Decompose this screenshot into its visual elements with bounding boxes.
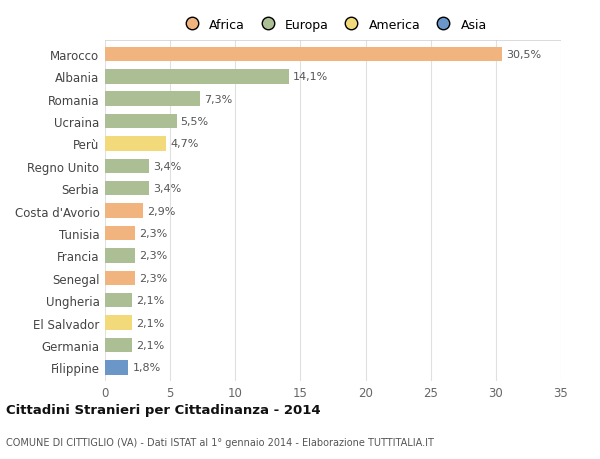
Text: 2,1%: 2,1% [136, 296, 164, 306]
Text: 2,3%: 2,3% [139, 229, 167, 239]
Text: 2,1%: 2,1% [136, 340, 164, 350]
Text: COMUNE DI CITTIGLIO (VA) - Dati ISTAT al 1° gennaio 2014 - Elaborazione TUTTITAL: COMUNE DI CITTIGLIO (VA) - Dati ISTAT al… [6, 437, 434, 447]
Bar [105, 360, 128, 375]
Text: 1,8%: 1,8% [133, 363, 161, 373]
Bar [105, 92, 200, 106]
Text: Cittadini Stranieri per Cittadinanza - 2014: Cittadini Stranieri per Cittadinanza - 2… [6, 403, 320, 416]
Bar [105, 70, 289, 84]
Text: 2,9%: 2,9% [146, 206, 175, 216]
Text: 14,1%: 14,1% [293, 72, 328, 82]
Bar [105, 293, 133, 308]
Text: 2,3%: 2,3% [139, 251, 167, 261]
Text: 2,1%: 2,1% [136, 318, 164, 328]
Text: 7,3%: 7,3% [204, 95, 232, 104]
Bar [105, 226, 135, 241]
Text: 3,4%: 3,4% [153, 162, 181, 172]
Bar [105, 316, 133, 330]
Bar [105, 249, 135, 263]
Bar [105, 271, 135, 285]
Bar [105, 159, 149, 174]
Bar [105, 137, 166, 151]
Bar [105, 338, 133, 353]
Bar [105, 204, 143, 218]
Bar [105, 114, 176, 129]
Text: 5,5%: 5,5% [181, 117, 209, 127]
Bar [105, 47, 502, 62]
Legend: Africa, Europa, America, Asia: Africa, Europa, America, Asia [179, 19, 487, 32]
Text: 2,3%: 2,3% [139, 273, 167, 283]
Text: 3,4%: 3,4% [153, 184, 181, 194]
Text: 30,5%: 30,5% [506, 50, 541, 60]
Text: 4,7%: 4,7% [170, 139, 199, 149]
Bar [105, 181, 149, 196]
